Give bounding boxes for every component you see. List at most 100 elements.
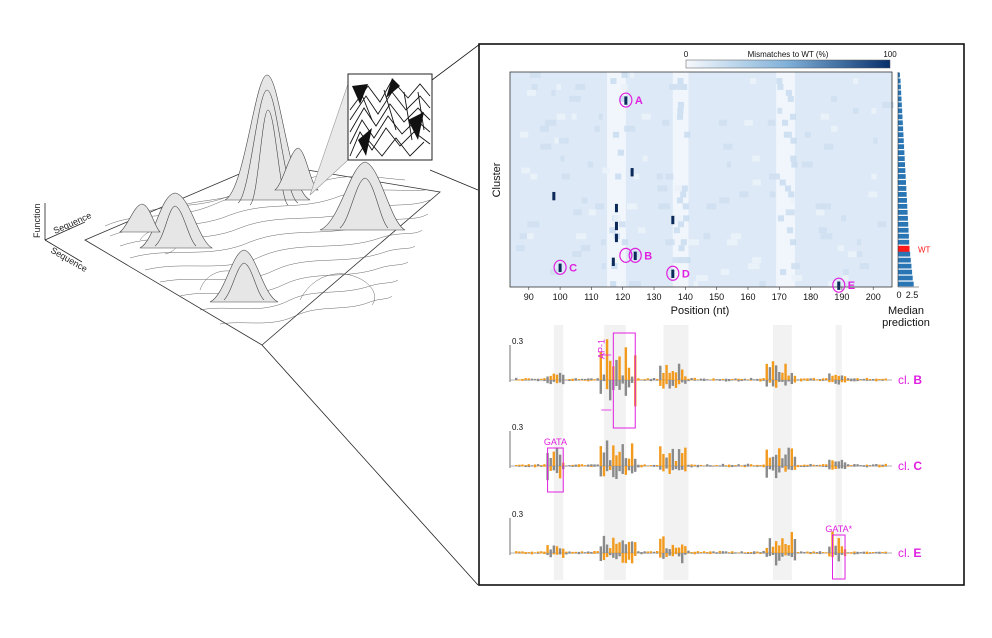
cluster-label-b: cl. B	[898, 373, 922, 387]
logo-letter-stack	[702, 378, 706, 380]
logo-letter-stack	[740, 465, 743, 466]
x-tick-label: 170	[772, 292, 787, 302]
logo-letter-stack	[734, 378, 737, 380]
logo-letter-stack	[865, 551, 869, 553]
logo-letter-stack	[543, 553, 546, 555]
heatmap-dark-cell	[614, 203, 618, 213]
logo-letter-stack	[637, 551, 640, 553]
logo-letter-stack	[784, 454, 787, 466]
logo-letter-stack	[674, 547, 678, 553]
logo-letter-stack	[690, 553, 693, 554]
logo-letter-stack	[577, 378, 581, 380]
logo-letter-stack	[608, 380, 612, 401]
logo-letter-stack	[853, 380, 856, 382]
logo-letter-stack	[771, 466, 775, 471]
logo-letter-stack	[884, 553, 887, 554]
heatmap-cell-texture	[776, 77, 783, 84]
logo-letter-stack	[565, 551, 568, 553]
median-bar	[898, 96, 902, 102]
logo-letter-stack	[828, 373, 831, 380]
heatmap-cell-texture	[677, 101, 685, 108]
logo-letter-stack	[599, 553, 603, 562]
logo-letter-stack	[596, 464, 599, 466]
logo-letter-stack	[834, 466, 837, 470]
heatmap-cell-texture	[609, 227, 616, 234]
median-bar	[898, 198, 907, 203]
logo-letter-stack	[659, 365, 662, 380]
logo-letter-stack	[674, 466, 678, 470]
logo-letter-stack	[652, 464, 656, 466]
logo-letter-stack	[834, 553, 837, 556]
logo-letter-stack	[737, 380, 740, 382]
heatmap-cell-texture	[752, 179, 761, 186]
heatmap-cell-texture	[769, 173, 781, 180]
logo-letter-stack	[774, 380, 778, 388]
logo-letter-stack	[549, 549, 552, 553]
heatmap-cell-texture	[818, 227, 827, 234]
logo-letter-stack	[684, 376, 687, 380]
heatmap-cell-texture	[726, 239, 738, 246]
heatmap-cell-texture	[873, 137, 878, 144]
logo-letter-stack	[724, 465, 728, 466]
heatmap-cell-texture	[847, 251, 860, 258]
annotation-label-e: E	[848, 280, 855, 292]
logo-letter-stack	[784, 543, 787, 553]
heatmap-cell-texture	[785, 89, 792, 96]
logo-letter-stack	[765, 553, 768, 557]
logo-letter-stack	[696, 464, 700, 466]
logo-letter-stack	[731, 464, 734, 466]
logo-letter-stack	[706, 379, 709, 380]
logo-letter-stack	[662, 536, 665, 553]
logo-letter-stack	[515, 464, 518, 466]
heatmap-cell-texture	[777, 215, 785, 222]
logo-letter-stack	[699, 464, 703, 466]
logo-letter-stack	[846, 380, 850, 381]
logo-letter-stack	[659, 446, 662, 466]
logo-letter-stack	[618, 356, 621, 380]
heatmap-cell-texture	[856, 251, 863, 258]
logo-letter-stack	[799, 378, 803, 380]
heatmap-cell-texture	[587, 161, 594, 168]
logo-letter-stack	[762, 464, 765, 466]
logo-letter-stack	[555, 447, 559, 466]
logo-letter-stack	[574, 380, 577, 381]
logo-letter-stack	[536, 551, 540, 553]
annotation-circle-b	[628, 247, 642, 263]
heatmap-cell-texture	[676, 113, 684, 120]
heatmap-cell-texture	[540, 143, 552, 150]
logo-letter-stack	[637, 378, 640, 380]
median-bar	[898, 180, 906, 185]
logo-letter-stack	[853, 378, 856, 380]
logo-letter-stack	[527, 380, 530, 381]
heatmap-cell-texture	[519, 233, 529, 240]
heatmap-cell-texture	[871, 107, 877, 114]
heatmap-cell-texture	[720, 269, 730, 276]
logo-letter-stack	[762, 550, 765, 553]
logo-letter-stack	[799, 465, 803, 466]
logo-letter-stack	[634, 553, 637, 556]
logo-letter-stack	[746, 380, 750, 381]
logo-letter-stack	[530, 551, 534, 553]
heatmap-cell-texture	[575, 83, 586, 90]
logo-letter-stack	[624, 347, 628, 380]
median-bars	[897, 72, 914, 287]
logo-letter-stack	[605, 544, 609, 553]
logo-letter-stack	[621, 466, 624, 474]
median-bar	[898, 90, 902, 96]
logo-letter-stack	[815, 552, 819, 553]
median-bar	[898, 203, 908, 209]
heatmap-cell-texture	[871, 173, 877, 180]
heatmap-cell-texture	[820, 203, 831, 210]
logo-letter-stack	[712, 466, 715, 467]
logo-letter-stack	[643, 464, 646, 466]
heatmap-cell-texture	[681, 83, 688, 90]
logo-letter-stack	[721, 466, 725, 467]
logo-letter-stack	[793, 456, 797, 466]
logo-letter-stack	[671, 371, 675, 380]
logo-letter-stack	[646, 553, 649, 554]
logo-letter-stack	[587, 464, 590, 466]
logo-letter-stack	[574, 378, 577, 380]
median-bar	[898, 281, 914, 287]
logo-letter-stack	[715, 379, 718, 380]
